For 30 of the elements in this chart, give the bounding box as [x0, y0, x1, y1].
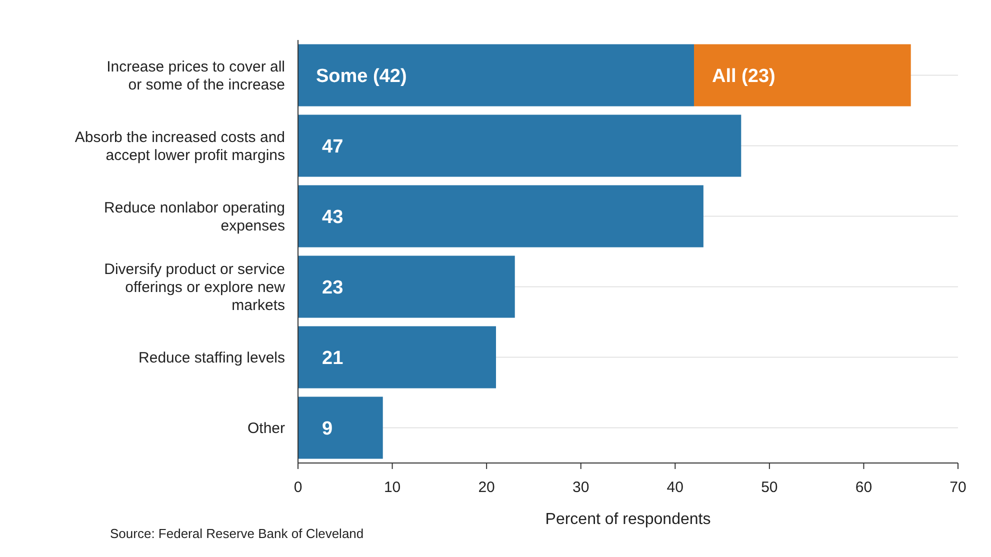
data-label: 43 [322, 206, 344, 228]
bar [694, 44, 911, 106]
y-tick-label: Reduce staffing levels [138, 350, 285, 366]
x-tick-label: 60 [855, 479, 872, 496]
x-tick-label: 20 [478, 479, 495, 496]
x-tick-label: 30 [572, 479, 590, 496]
x-axis-title: Percent of respondents [545, 511, 711, 528]
source-note: Source: Federal Reserve Bank of Cleveland [110, 526, 364, 541]
data-label: 23 [322, 277, 344, 298]
x-tick-label: 10 [384, 479, 401, 496]
y-tick-label: Absorb the increased costs and accept lower profit margins [74, 129, 285, 164]
bar [298, 44, 694, 106]
x-tick-label: 70 [950, 479, 966, 496]
data-label: 9 [322, 418, 333, 440]
x-tick-label: 40 [666, 479, 684, 496]
data-label: Some (42) [316, 66, 407, 87]
y-tick-label: Diversify product or service offerings or explore new markets [104, 261, 286, 314]
bar [298, 256, 515, 318]
x-tick-label: 0 [294, 479, 302, 496]
bar [298, 326, 496, 388]
y-tick-label: Reduce nonlabor operating expenses [104, 200, 285, 234]
data-label: 21 [322, 348, 344, 369]
y-tick-label: Increase prices to cover all or some of the increase [106, 58, 285, 94]
y-tick-label: Other [247, 420, 286, 437]
x-tick-label: 50 [761, 479, 778, 496]
data-label: All (23) [712, 66, 776, 87]
bar [298, 396, 383, 459]
data-label: 47 [322, 136, 344, 158]
bar [298, 114, 742, 177]
bar [298, 185, 704, 248]
